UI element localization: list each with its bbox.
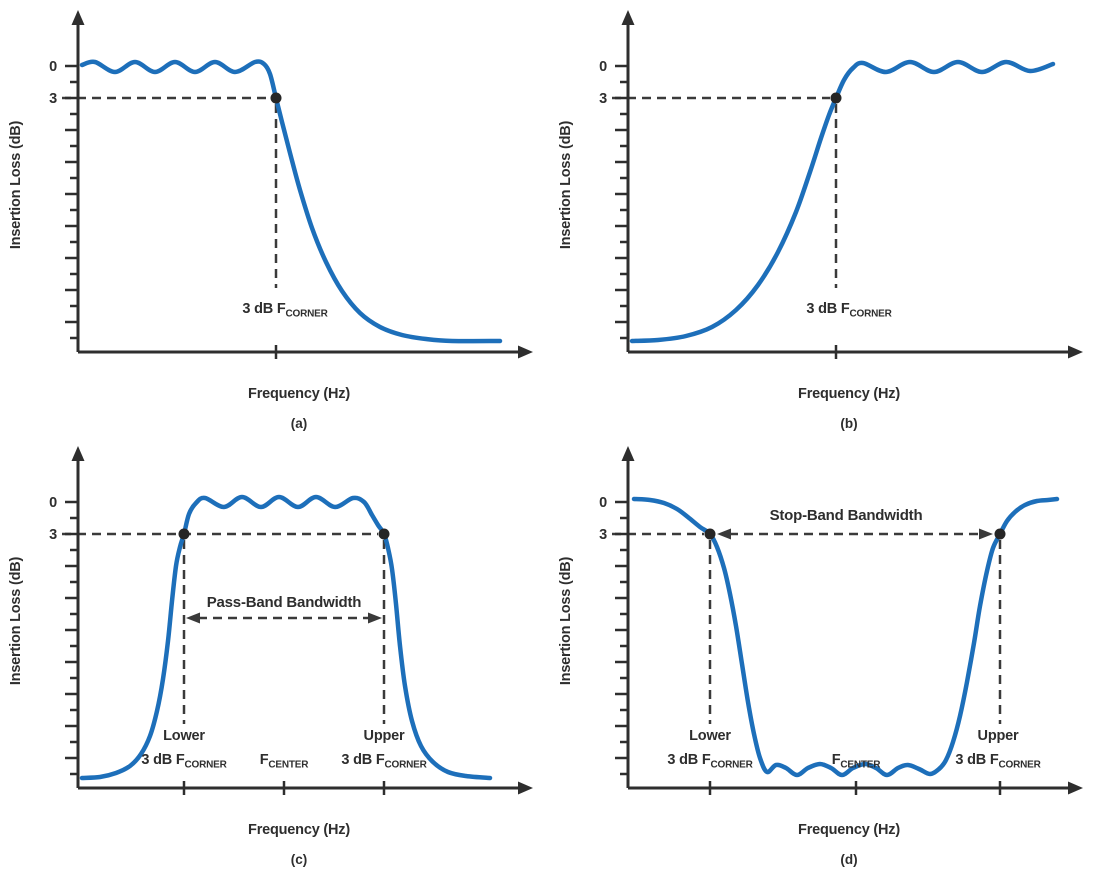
x-axis-title: Frequency (Hz) (248, 386, 350, 402)
response-curve (631, 496, 1060, 778)
high-pass-chart: 0 3 3 dB FCORNER (599, 10, 1083, 359)
corner-frequency-dot (378, 528, 390, 540)
y-axis-arrow-icon (621, 10, 635, 25)
y-axis-title: Insertion Loss (dB) (8, 556, 24, 686)
corner-frequency-dot (830, 92, 842, 104)
y-tick-label: 3 (599, 91, 607, 107)
response-curve (79, 494, 493, 781)
corner-frequency-dot (704, 528, 716, 540)
y-axis-arrow-icon (71, 10, 85, 25)
corner-annotation: 3 dB FCORNER (141, 752, 227, 771)
corner-frequency-dot (994, 528, 1006, 540)
corner-annotation: FCENTER (832, 752, 882, 771)
corner-annotation: 3 dB FCORNER (341, 752, 427, 771)
corner-annotation: 3 dB FCORNER (806, 301, 892, 320)
y-axis-arrow-icon (71, 446, 85, 461)
x-axis-arrow-icon (1068, 345, 1083, 359)
corner-annotation: 3 dB FCORNER (242, 301, 328, 320)
panel-d-band-stop: Stop-Band Bandwidth 0 3 Lower 3 dB FCORNER FC… (550, 436, 1100, 872)
y-axis-title: Insertion Loss (dB) (558, 556, 574, 686)
corner-frequency-dot (178, 528, 190, 540)
corner-annotation: Lower (163, 728, 205, 744)
panel-c-band-pass: Pass-Band Bandwidth 0 3 Lower 3 dB FCORNER FC… (0, 436, 550, 872)
panel-caption: (b) (840, 416, 858, 431)
panel-caption: (c) (290, 852, 308, 867)
panel-caption: (d) (840, 852, 858, 867)
band-pass-chart: Pass-Band Bandwidth 0 3 Lower 3 dB FCORNER FC… (49, 446, 533, 795)
bandwidth-arrowhead-left-icon (186, 612, 200, 624)
y-axis-title: Insertion Loss (dB) (8, 120, 24, 250)
band-stop-chart: Stop-Band Bandwidth 0 3 Lower 3 dB FCORNER FC… (599, 446, 1083, 795)
y-tick-label: 0 (49, 495, 57, 511)
y-tick-label: 3 (49, 91, 57, 107)
corner-annotation: 3 dB FCORNER (667, 752, 753, 771)
low-pass-chart: 0 3 3 dB FCORNER (49, 10, 533, 359)
y-tick-label: 0 (49, 59, 57, 75)
corner-annotation: Upper (978, 728, 1019, 744)
response-curve (79, 59, 503, 344)
corner-frequency-dot (270, 92, 282, 104)
response-curve (629, 59, 1056, 344)
bandwidth-arrowhead-left-icon (717, 528, 731, 540)
bandwidth-label: Stop-Band Bandwidth (770, 507, 923, 524)
bandwidth-arrowhead-right-icon (368, 612, 382, 624)
y-axis-arrow-icon (621, 446, 635, 461)
corner-annotation: 3 dB FCORNER (955, 752, 1041, 771)
panel-b-high-pass: 0 3 3 dB FCORNER Insertion Loss (dB) Frequ… (550, 0, 1100, 436)
y-tick-label: 0 (599, 59, 607, 75)
x-axis-arrow-icon (518, 781, 533, 795)
corner-annotation: Lower (689, 728, 731, 744)
x-axis-arrow-icon (518, 345, 533, 359)
panel-a-low-pass: 0 3 3 dB FCORNER Insertion Loss (dB) Frequ… (0, 0, 550, 436)
y-tick-label: 3 (599, 527, 607, 543)
x-axis-title: Frequency (Hz) (798, 386, 900, 402)
x-axis-arrow-icon (1068, 781, 1083, 795)
y-tick-label: 3 (49, 527, 57, 543)
x-axis-title: Frequency (Hz) (798, 822, 900, 838)
y-axis-title: Insertion Loss (dB) (558, 120, 574, 250)
y-tick-label: 0 (599, 495, 607, 511)
corner-annotation: FCENTER (260, 752, 310, 771)
bandwidth-arrowhead-right-icon (979, 528, 993, 540)
panel-caption: (a) (290, 416, 308, 431)
bandwidth-label: Pass-Band Bandwidth (207, 594, 362, 611)
corner-annotation: Upper (364, 728, 405, 744)
x-axis-title: Frequency (Hz) (248, 822, 350, 838)
